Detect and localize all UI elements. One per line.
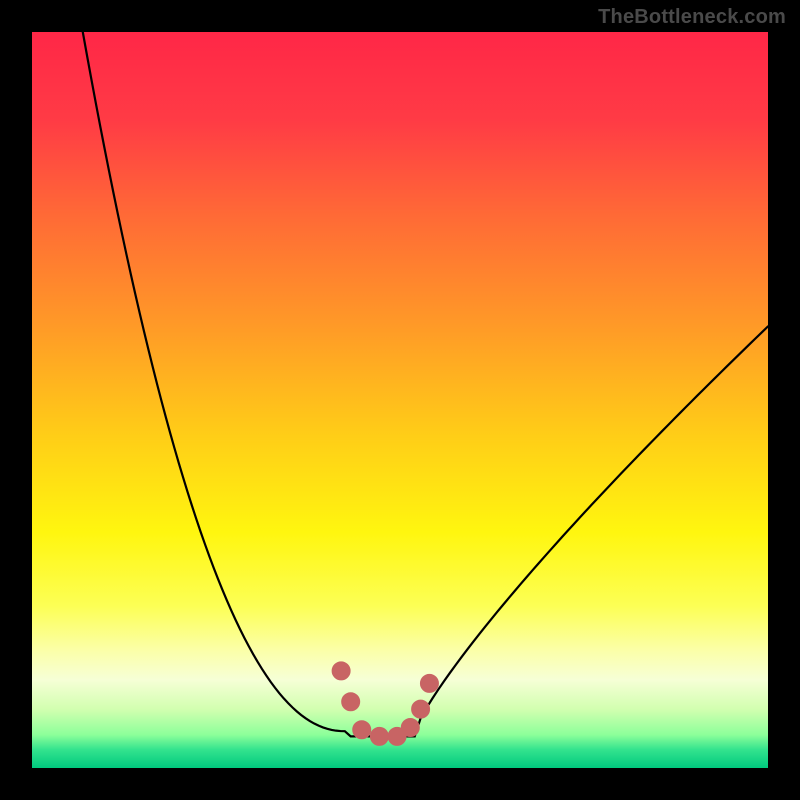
marker-point bbox=[401, 719, 419, 737]
chart-container: TheBottleneck.com bbox=[0, 0, 800, 800]
watermark-label: TheBottleneck.com bbox=[598, 6, 786, 29]
marker-point bbox=[342, 693, 360, 711]
marker-point bbox=[420, 674, 438, 692]
marker-point bbox=[332, 662, 350, 680]
marker-point bbox=[370, 727, 388, 745]
plot-area bbox=[32, 32, 768, 768]
marker-point bbox=[412, 700, 430, 718]
marker-point bbox=[353, 721, 371, 739]
chart-svg bbox=[32, 32, 768, 768]
gradient-background bbox=[32, 32, 768, 768]
